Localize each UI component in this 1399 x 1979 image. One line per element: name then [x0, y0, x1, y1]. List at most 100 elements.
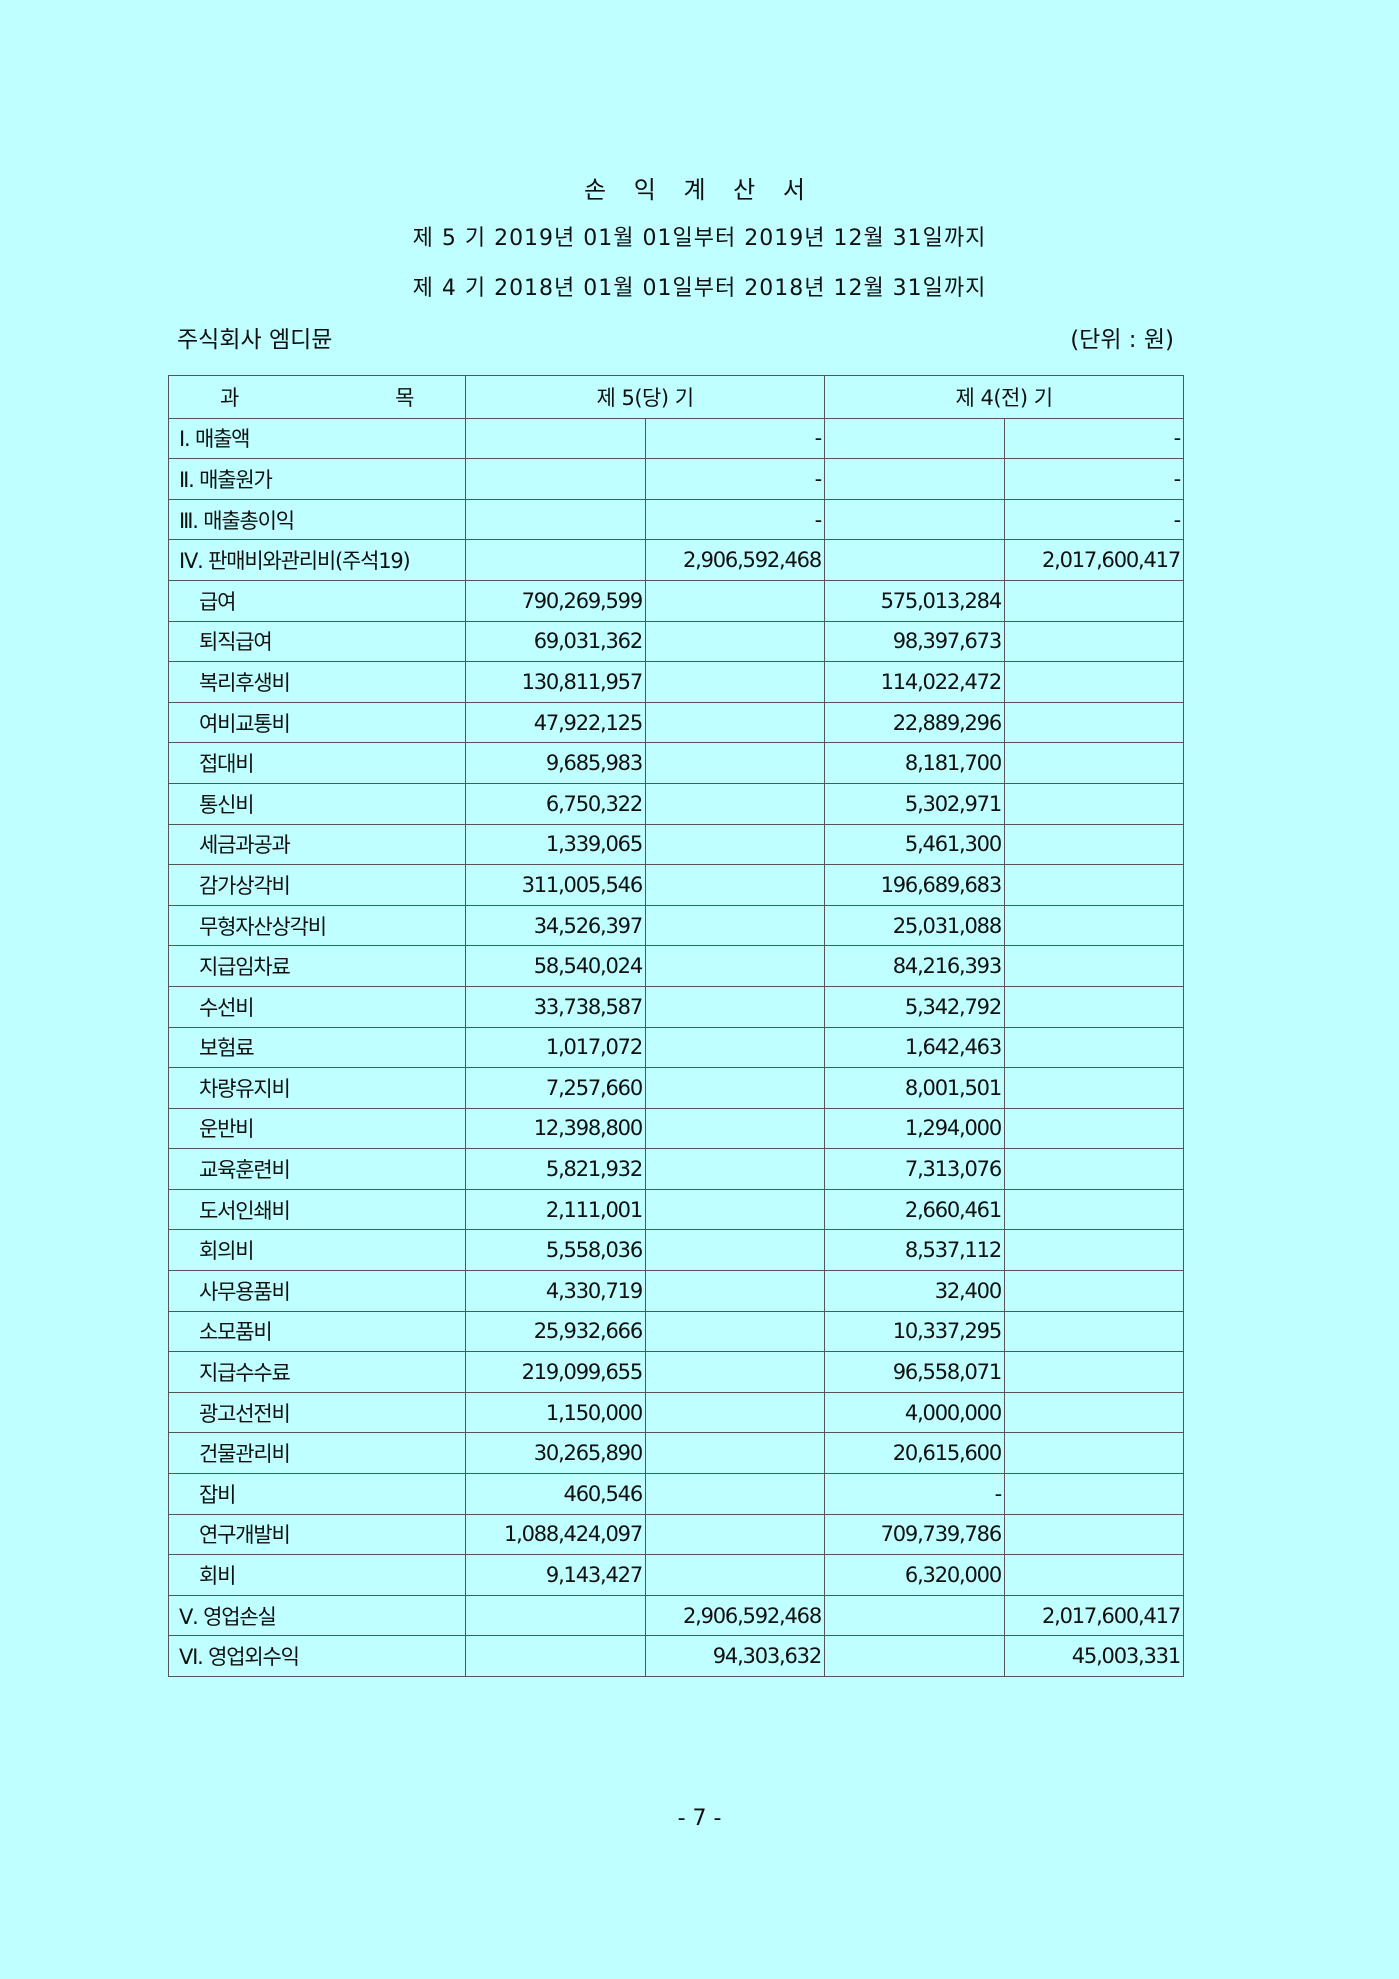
current-total	[645, 945, 825, 987]
current-detail	[465, 539, 646, 581]
previous-detail: 5,461,300	[824, 823, 1005, 866]
row-label: 건물관리비	[168, 1432, 466, 1475]
previous-total	[1004, 1270, 1184, 1312]
row-label: Ⅳ. 판매비와관리비(주석19)	[168, 539, 466, 581]
previous-detail: 6,320,000	[824, 1554, 1005, 1596]
previous-total: 45,003,331	[1004, 1635, 1184, 1677]
table-row: 퇴직급여 69,031,362 98,397,673	[168, 620, 1184, 663]
row-label: 접대비	[168, 742, 466, 784]
previous-detail: 2,660,461	[824, 1188, 1005, 1231]
previous-total	[1004, 1188, 1184, 1231]
previous-detail	[824, 458, 1005, 500]
previous-total: 2,017,600,417	[1004, 1594, 1184, 1637]
previous-total	[1004, 1148, 1184, 1190]
current-total: -	[645, 417, 825, 460]
current-total	[645, 1310, 825, 1353]
row-label: 보험료	[168, 1026, 466, 1069]
current-total	[645, 661, 825, 703]
previous-detail	[824, 1594, 1005, 1637]
previous-detail: 84,216,393	[824, 945, 1005, 987]
current-total	[645, 1026, 825, 1069]
current-total	[645, 1351, 825, 1393]
current-detail: 7,257,660	[465, 1067, 646, 1109]
row-label: 도서인쇄비	[168, 1188, 466, 1231]
table-row: 광고선전비 1,150,000 4,000,000	[168, 1391, 1184, 1434]
previous-detail: 7,313,076	[824, 1148, 1005, 1190]
table-row: 급여 790,269,599 575,013,284	[168, 579, 1184, 622]
previous-total	[1004, 985, 1184, 1028]
table-row: 복리후생비 130,811,957 114,022,472	[168, 661, 1184, 703]
previous-detail: 96,558,071	[824, 1351, 1005, 1393]
previous-detail	[824, 498, 1005, 541]
current-detail: 4,330,719	[465, 1270, 646, 1312]
current-detail: 2,111,001	[465, 1188, 646, 1231]
current-total	[645, 1067, 825, 1109]
current-total	[645, 1188, 825, 1231]
current-total	[645, 620, 825, 663]
current-total	[645, 1473, 825, 1515]
current-detail: 219,099,655	[465, 1351, 646, 1393]
table-row: 운반비 12,398,800 1,294,000	[168, 1107, 1184, 1150]
current-detail: 69,031,362	[465, 620, 646, 663]
previous-detail	[824, 539, 1005, 581]
previous-detail: 1,294,000	[824, 1107, 1005, 1150]
table-row: 교육훈련비 5,821,932 7,313,076	[168, 1148, 1184, 1190]
previous-detail: 4,000,000	[824, 1391, 1005, 1434]
previous-total	[1004, 823, 1184, 866]
row-label: Ⅵ. 영업외수익	[168, 1635, 466, 1677]
row-label: Ⅱ. 매출원가	[168, 458, 466, 500]
unit-label: (단위 : 원)	[1070, 327, 1174, 353]
table-row: 세금과공과 1,339,065 5,461,300	[168, 823, 1184, 866]
row-label: 지급수수료	[168, 1351, 466, 1393]
previous-total	[1004, 904, 1184, 947]
previous-total: 2,017,600,417	[1004, 539, 1184, 581]
previous-total	[1004, 701, 1184, 744]
header-item-right: 목	[395, 385, 414, 410]
current-detail: 1,017,072	[465, 1026, 646, 1069]
row-label: 교육훈련비	[168, 1148, 466, 1190]
current-detail: 460,546	[465, 1473, 646, 1515]
previous-detail: 575,013,284	[824, 579, 1005, 622]
current-detail	[465, 417, 646, 460]
current-total	[645, 985, 825, 1028]
previous-total	[1004, 620, 1184, 663]
table-row: 접대비 9,685,983 8,181,700	[168, 742, 1184, 784]
row-label: 지급임차료	[168, 945, 466, 987]
previous-total	[1004, 864, 1184, 906]
previous-detail: 5,302,971	[824, 782, 1005, 825]
table-row: 통신비 6,750,322 5,302,971	[168, 782, 1184, 825]
period-previous: 제 4 기 2018년 01월 01일부터 2018년 12월 31일까지	[412, 276, 987, 301]
previous-detail: 32,400	[824, 1270, 1005, 1312]
previous-detail: 8,181,700	[824, 742, 1005, 784]
current-detail: 1,088,424,097	[465, 1513, 646, 1556]
previous-detail: 10,337,295	[824, 1310, 1005, 1353]
row-label: 수선비	[168, 985, 466, 1028]
company-name: 주식회사 엠디뮨	[177, 327, 333, 353]
table-row: 지급임차료 58,540,024 84,216,393	[168, 945, 1184, 987]
current-detail: 130,811,957	[465, 661, 646, 703]
current-total	[645, 782, 825, 825]
previous-total: -	[1004, 498, 1184, 541]
current-detail: 12,398,800	[465, 1107, 646, 1150]
table-row: 차량유지비 7,257,660 8,001,501	[168, 1067, 1184, 1109]
table-row: 건물관리비 30,265,890 20,615,600	[168, 1432, 1184, 1475]
current-detail: 34,526,397	[465, 904, 646, 947]
current-detail: 58,540,024	[465, 945, 646, 987]
previous-total	[1004, 1513, 1184, 1556]
page-number: - 7 -	[677, 1806, 722, 1831]
current-total: 2,906,592,468	[645, 539, 825, 581]
table-row: Ⅰ. 매출액 - -	[168, 417, 1184, 460]
current-total	[645, 823, 825, 866]
current-total	[645, 1432, 825, 1475]
current-detail: 311,005,546	[465, 864, 646, 906]
previous-detail: 22,889,296	[824, 701, 1005, 744]
table-row: 감가상각비 311,005,546 196,689,683	[168, 864, 1184, 906]
row-label: 복리후생비	[168, 661, 466, 703]
table-row: 회비 9,143,427 6,320,000	[168, 1554, 1184, 1596]
current-total	[645, 579, 825, 622]
previous-total	[1004, 1067, 1184, 1109]
table-row: 회의비 5,558,036 8,537,112	[168, 1229, 1184, 1272]
